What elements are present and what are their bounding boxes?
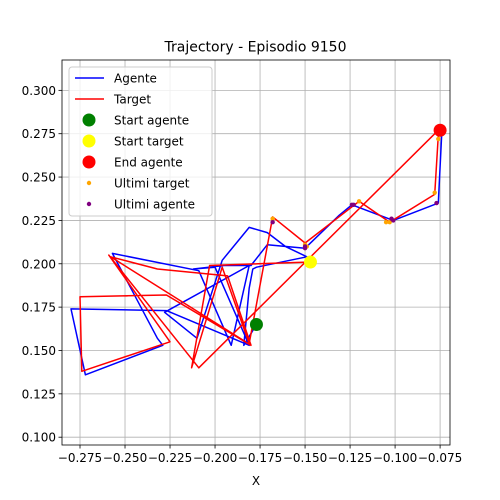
end-agente-marker xyxy=(433,123,447,137)
y-tick-label: 0.250 xyxy=(22,171,56,185)
chart-title: Trajectory - Episodio 9150 xyxy=(164,40,347,56)
y-tick-label: 0.100 xyxy=(22,431,56,445)
axis-ticks: −0.275 −0.250 −0.225 −0.200 −0.175 −0.150 −0.1… xyxy=(22,84,463,465)
legend-swatch-start-target xyxy=(82,134,96,148)
start-agente-marker xyxy=(249,317,263,331)
y-tick-label: 0.150 xyxy=(22,344,56,358)
x-tick-label: −0.200 xyxy=(193,451,237,465)
ultimi-agente-point xyxy=(351,202,356,208)
legend-label-ultimi-target: Ultimi target xyxy=(114,177,190,191)
start-target-marker xyxy=(303,255,317,269)
legend: Agente Target Start agente Start target End … xyxy=(68,66,213,217)
x-tick-label: −0.125 xyxy=(328,451,372,465)
series-line-agente xyxy=(70,130,443,376)
ultimi-target-point xyxy=(270,216,275,221)
ultimi-agente-point xyxy=(434,200,439,206)
legend-label-target: Target xyxy=(113,93,151,107)
ultimi-target-point xyxy=(432,190,437,195)
y-tick-label: 0.125 xyxy=(22,387,56,401)
ultimi-target-point xyxy=(383,219,389,225)
legend-box xyxy=(68,66,213,217)
ultimi-agente-point xyxy=(302,244,308,249)
y-tick-label: 0.225 xyxy=(22,214,56,228)
plot-data xyxy=(70,123,447,376)
x-tick-label: −0.150 xyxy=(283,451,327,465)
ultimi-target-point xyxy=(436,136,441,142)
legend-swatch-start-agente xyxy=(82,113,96,127)
y-tick-label: 0.200 xyxy=(22,257,56,271)
ultimi-agente-point xyxy=(389,216,394,221)
legend-label-end-agente: End agente xyxy=(114,156,183,170)
legend-label-start-agente: Start agente xyxy=(114,114,189,128)
x-tick-label: −0.175 xyxy=(238,451,282,465)
y-tick-label: 0.175 xyxy=(22,301,56,315)
ultimi-agente-point xyxy=(270,219,275,225)
y-tick-label: 0.300 xyxy=(22,84,56,98)
x-tick-label: −0.075 xyxy=(418,451,462,465)
y-tick-label: 0.275 xyxy=(22,127,56,141)
legend-swatch-ultimi-target xyxy=(86,180,92,186)
x-tick-label: −0.225 xyxy=(148,451,192,465)
ultimi-target-point xyxy=(356,199,362,204)
plot-frame xyxy=(61,59,451,446)
x-tick-label: −0.100 xyxy=(373,451,417,465)
legend-label-agente: Agente xyxy=(114,72,157,86)
x-tick-label: −0.250 xyxy=(103,451,147,465)
ultimi-target-point xyxy=(387,219,392,225)
legend-swatch-ultimi-agente xyxy=(86,201,92,207)
legend-swatch-end-agente xyxy=(82,155,96,169)
x-axis-label: X xyxy=(252,474,260,488)
x-tick-label: −0.275 xyxy=(58,451,102,465)
legend-label-start-target: Start target xyxy=(114,135,184,149)
legend-label-ultimi-agente: Ultimi agente xyxy=(114,198,195,212)
